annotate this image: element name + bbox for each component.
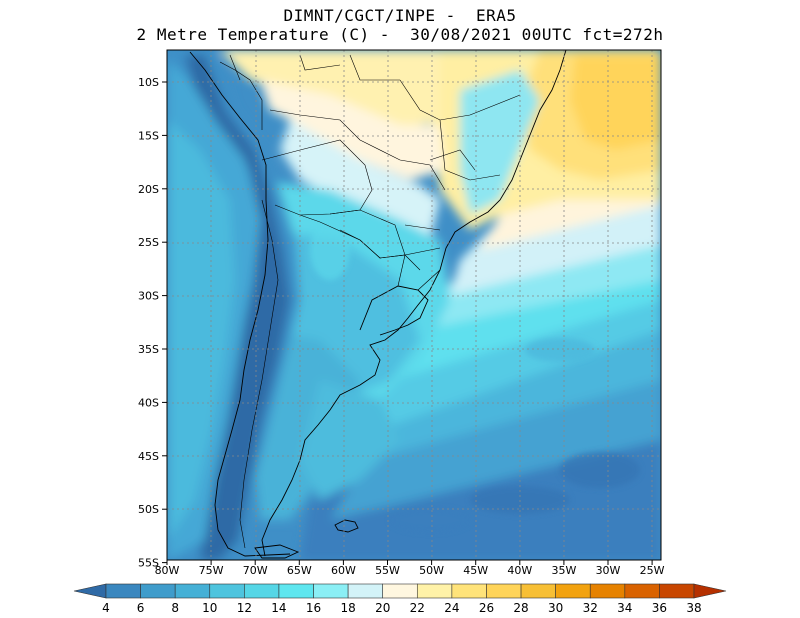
colorbar-label: 12: [237, 601, 252, 615]
lon-tick-label: 80W: [155, 564, 180, 577]
lat-tick-label: 10S: [138, 76, 159, 89]
colorbar-swatch: [174, 583, 211, 599]
colorbar-swatch: [659, 583, 695, 599]
colorbar-swatch: [624, 583, 660, 599]
map-title-line-1: DIMNT/CGCT/INPE - ERA5: [283, 6, 517, 25]
lon-tick-label: 55W: [375, 564, 400, 577]
lon-tick-label: 75W: [199, 564, 224, 577]
colorbar-label: 38: [686, 601, 701, 615]
colorbar-swatch: [244, 583, 280, 599]
graticule: [167, 50, 661, 560]
colorbar-label: 20: [375, 601, 390, 615]
lon-tick-label: 35W: [551, 564, 576, 577]
lat-tick-label: 30S: [138, 290, 159, 303]
colorbar-swatch: [555, 583, 591, 599]
colorbar-swatch: [278, 583, 314, 599]
colorbar-label: 18: [340, 601, 355, 615]
colorbar-low-arrow: [73, 583, 107, 599]
lat-tick-label: 55S: [138, 557, 159, 570]
colorbar-swatch: [589, 583, 626, 599]
colorbar-label: 24: [444, 601, 459, 615]
colorbar-high-arrow: [693, 583, 727, 599]
colorbar-swatch: [347, 583, 384, 599]
lat-tick-label: 50S: [138, 503, 159, 516]
colorbar: 4 6 8 10 12 14 16 18 20 22 24 26 28 30 32 34 36 38: [73, 583, 727, 615]
lon-tick-label: 40W: [507, 564, 532, 577]
coastlines: [189, 50, 567, 559]
colorbar-label: 32: [583, 601, 598, 615]
colorbar-label: 4: [102, 601, 110, 615]
colorbar-swatch: [486, 583, 522, 599]
colorbar-swatch: [209, 583, 245, 599]
map-title-line-2: 2 Metre Temperature (C) - 30/08/2021 00U…: [136, 25, 664, 44]
lon-tick-label: 60W: [331, 564, 356, 577]
colorbar-swatch: [520, 583, 556, 599]
colorbar-label: 16: [306, 601, 321, 615]
colorbar-label: 28: [513, 601, 528, 615]
colorbar-label: 36: [652, 601, 667, 615]
lon-tick-label: 65W: [287, 564, 312, 577]
lon-tick-label: 50W: [419, 564, 444, 577]
colorbar-swatch: [140, 583, 176, 599]
lon-tick-label: 70W: [243, 564, 268, 577]
country-borders: [219, 54, 521, 549]
lon-tick-label: 30W: [596, 564, 621, 577]
colorbar-label: 10: [202, 601, 217, 615]
colorbar-swatch: [382, 583, 418, 599]
temperature-field: [167, 50, 661, 560]
lat-tick-label: 40S: [138, 396, 159, 409]
lat-tick-label: 35S: [138, 343, 159, 356]
lon-tick-label: 25W: [640, 564, 665, 577]
lat-tick-label: 25S: [138, 236, 159, 249]
colorbar-label: 14: [271, 601, 286, 615]
colorbar-swatch: [451, 583, 487, 599]
colorbar-label: 34: [617, 601, 632, 615]
colorbar-label: 26: [479, 601, 494, 615]
map-frame: [166, 49, 662, 561]
colorbar-swatch: [416, 583, 453, 599]
lat-tick-label: 15S: [138, 129, 159, 142]
colorbar-label: 8: [171, 601, 179, 615]
colorbar-label: 6: [137, 601, 145, 615]
lon-tick-label: 45W: [463, 564, 488, 577]
lat-tick-label: 20S: [138, 183, 159, 196]
colorbar-label: 30: [548, 601, 563, 615]
colorbar-swatch: [105, 583, 141, 599]
colorbar-swatch: [313, 583, 349, 599]
lat-tick-label: 45S: [138, 450, 159, 463]
colorbar-label: 22: [410, 601, 425, 615]
